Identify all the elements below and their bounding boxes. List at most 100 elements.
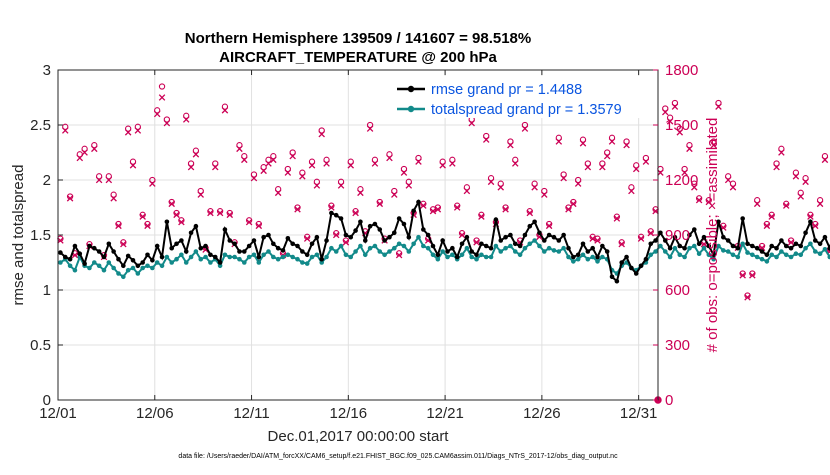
obs-assimilated-marker: [95, 176, 103, 184]
obs-assimilated-stroke: [642, 158, 650, 165]
rmse-point: [750, 243, 755, 249]
totalspread-point: [512, 249, 518, 254]
obs-assimilated-stroke: [521, 125, 529, 132]
rmse-point: [483, 243, 489, 249]
totalspread-point: [696, 251, 702, 256]
y-right-tick-label: 1200: [665, 172, 698, 189]
legend-box: [392, 76, 654, 118]
obs-possible-marker: [792, 169, 800, 176]
rmse-point: [111, 249, 116, 254]
rmse-point: [629, 265, 634, 271]
totalspread-point: [648, 252, 654, 258]
obs-assimilated-stroke: [192, 151, 200, 158]
obs-assimilated-marker: [439, 162, 446, 169]
obs-assimilated-marker: [511, 160, 519, 167]
obs-assimilated-marker: [657, 169, 664, 176]
x-tick-label: 12/31: [620, 405, 658, 422]
obs-possible-marker: [599, 160, 606, 167]
obs-assimilated-stroke: [250, 174, 258, 182]
obs-assimilated-marker: [270, 156, 277, 164]
obs-possible-marker: [212, 160, 219, 167]
obs-assimilated-stroke: [429, 207, 437, 215]
totalspread-point: [406, 249, 412, 254]
obs-assimilated-stroke: [628, 187, 635, 195]
obs-assimilated-marker: [57, 237, 64, 244]
rmse-point: [745, 241, 750, 247]
rmse-point: [600, 243, 605, 249]
rmse-point: [440, 238, 445, 243]
rmse-point: [822, 234, 828, 240]
obs-assimilated-stroke: [724, 176, 732, 184]
rmse-point: [561, 232, 566, 238]
totalspread-point: [300, 260, 305, 265]
totalspread-point: [464, 245, 470, 251]
obs-possible-marker: [575, 176, 582, 184]
obs-assimilated-marker: [91, 145, 98, 153]
rmse-point: [435, 252, 441, 258]
obs-possible-marker: [521, 121, 529, 129]
obs-assimilated-marker: [255, 222, 263, 230]
rmse-point: [546, 232, 552, 238]
rmse-point: [488, 245, 494, 251]
obs-assimilated-stroke: [57, 237, 64, 244]
obs-possible-marker: [666, 114, 674, 121]
totalspread-point: [793, 251, 799, 256]
rmse-point: [459, 241, 465, 247]
obs-assimilated-stroke: [270, 156, 277, 164]
obs-possible-marker: [405, 178, 412, 185]
totalspread-point: [725, 249, 731, 254]
totalspread-point: [193, 249, 199, 254]
totalspread-point: [135, 271, 141, 276]
totalspread-point: [87, 265, 92, 271]
totalspread-point: [445, 254, 450, 260]
obs-assimilated-stroke: [526, 209, 534, 217]
obs-assimilated-stroke: [691, 184, 698, 191]
totalspread-point: [493, 243, 499, 249]
obs-assimilated-marker: [478, 213, 485, 220]
totalspread-point: [701, 245, 707, 251]
obs-series-layer: [57, 83, 830, 404]
rmse-point: [140, 260, 145, 265]
obs-possible-marker: [778, 145, 785, 152]
obs-possible-marker: [686, 142, 693, 149]
totalspread-point: [358, 243, 363, 249]
obs-possible-marker: [289, 149, 296, 156]
y-right-tick-label: 0: [665, 392, 673, 409]
obs-assimilated-stroke: [124, 129, 132, 136]
rmse-point: [188, 230, 194, 236]
rmse-point: [508, 232, 513, 238]
obs-possible-marker: [483, 132, 490, 140]
obs-assimilated-stroke: [376, 200, 384, 208]
rmse-point: [96, 249, 102, 254]
obs-assimilated-stroke: [613, 215, 621, 222]
obs-assimilated-marker: [502, 206, 509, 213]
totalspread-point: [450, 252, 455, 258]
rmse-point: [667, 245, 673, 251]
rmse-point: [691, 227, 697, 232]
totalspread-point: [145, 263, 150, 269]
totalspread-point: [121, 274, 126, 280]
obs-assimilated-marker: [376, 200, 384, 208]
rmse-point: [343, 232, 349, 238]
obs-possible-marker: [95, 173, 103, 180]
rmse-point: [382, 238, 387, 243]
totalspread-point: [522, 245, 528, 251]
obs-assimilated-stroke: [782, 202, 790, 209]
obs-assimilated-marker: [545, 222, 553, 230]
rmse-point: [527, 223, 533, 229]
obs-assimilated-marker: [458, 231, 466, 239]
obs-possible-marker: [81, 145, 88, 152]
totalspread-point: [571, 259, 576, 264]
obs-assimilated-stroke: [681, 169, 688, 176]
rmse-point: [222, 227, 228, 232]
obs-assimilated-marker: [603, 152, 611, 160]
totalspread-point: [111, 265, 116, 271]
totalspread-point: [551, 248, 557, 253]
obs-assimilated-stroke: [695, 196, 703, 204]
obs-possible-marker: [154, 107, 161, 114]
obs-possible-marker: [250, 171, 258, 178]
rmse-point: [416, 199, 421, 205]
totalspread-point: [682, 254, 687, 260]
obs-assimilated-marker: [652, 207, 659, 215]
rmse-point: [106, 241, 112, 247]
